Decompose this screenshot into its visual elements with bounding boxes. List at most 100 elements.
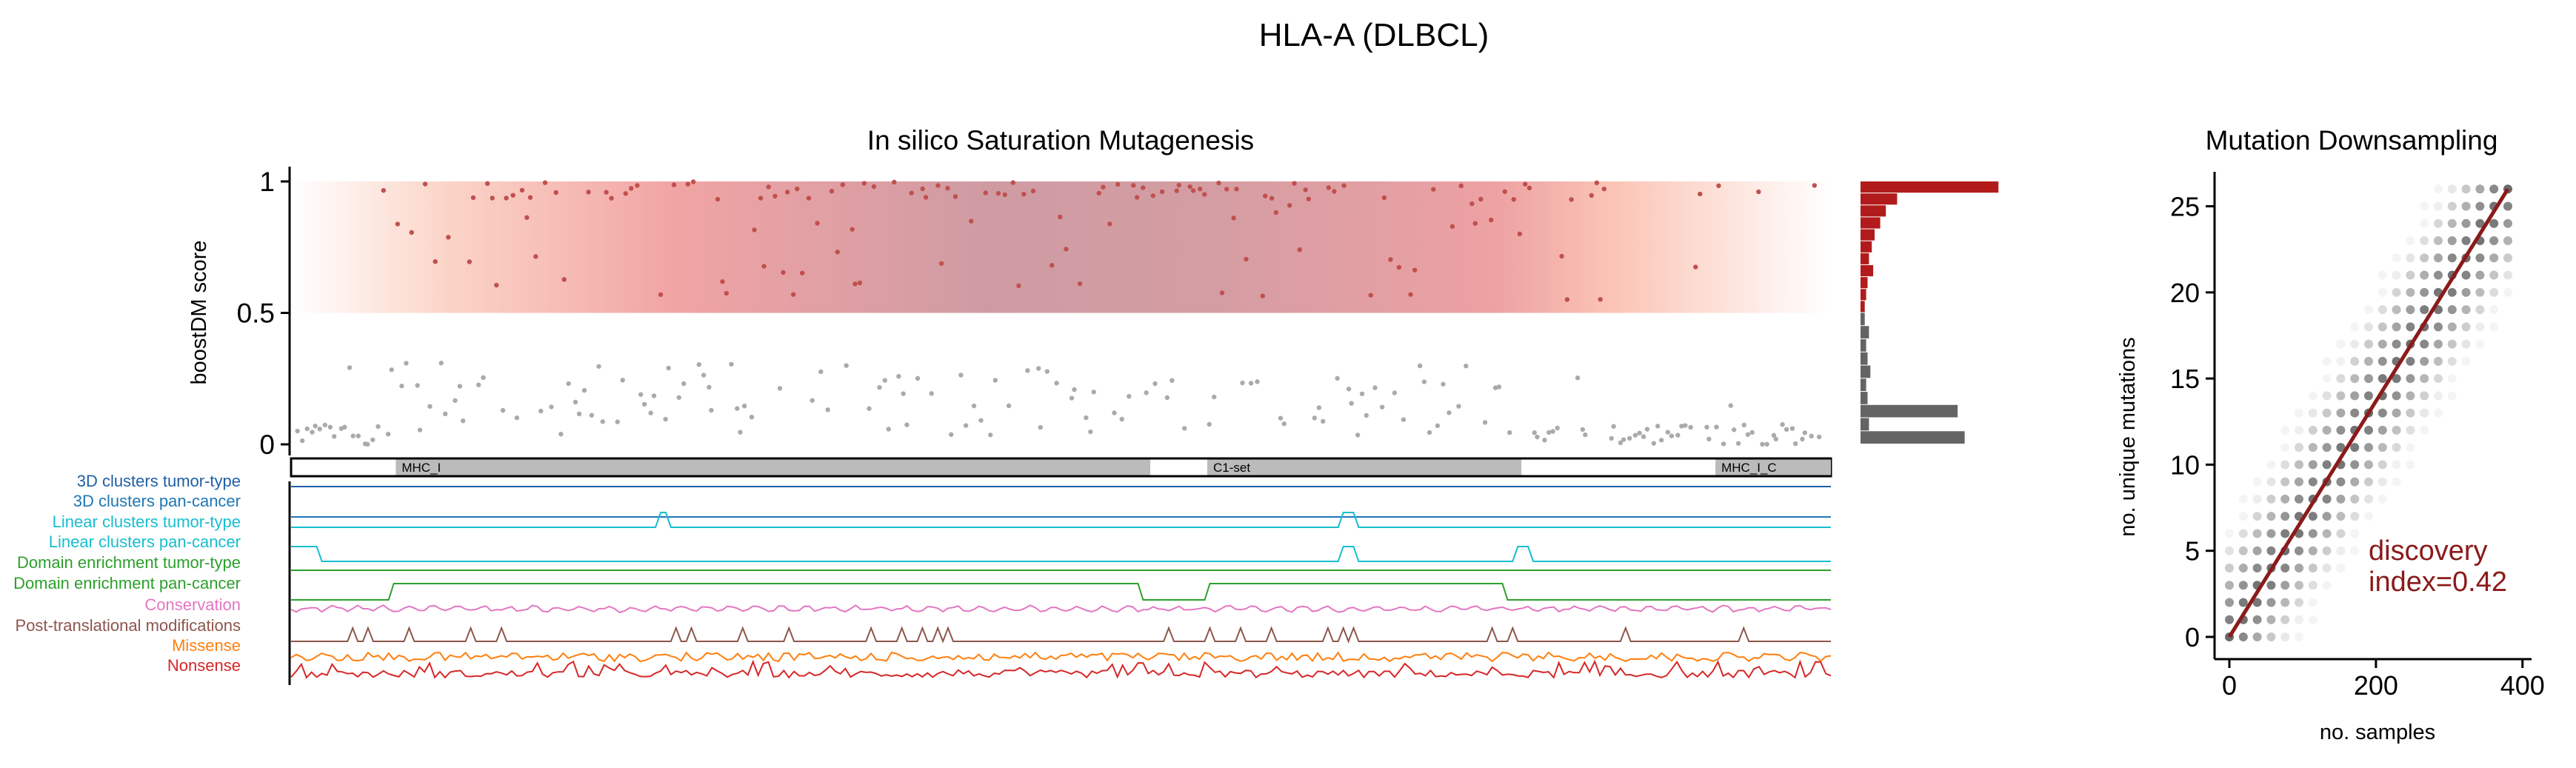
point-passenger [1532, 430, 1537, 435]
ds-point [2447, 287, 2457, 297]
point-passenger [1665, 430, 1671, 435]
point-passenger [696, 362, 701, 367]
ds-point [2336, 443, 2346, 453]
ds-point [2336, 477, 2346, 487]
point-passenger [1658, 438, 1664, 443]
point-passenger [1421, 379, 1427, 384]
ds-point [2378, 477, 2387, 487]
point-passenger [963, 423, 969, 428]
ds-point [2294, 563, 2303, 572]
ds-point [2433, 408, 2443, 418]
point-driver [773, 193, 778, 199]
point-passenger [342, 424, 347, 430]
ds-point [2350, 494, 2360, 504]
ds-point [2294, 581, 2303, 590]
ds-point [2433, 322, 2443, 332]
point-driver [1159, 189, 1165, 195]
point-driver [1458, 183, 1464, 189]
point-passenger [1688, 424, 1693, 430]
point-passenger [1507, 430, 1512, 435]
feature-tracks: 3D clusters tumor-type 3D clusters pan-ca… [13, 472, 1832, 685]
ds-point [2294, 494, 2303, 504]
point-passenger [1731, 427, 1737, 433]
driver-gradient-band [291, 181, 1831, 313]
point-driver [840, 182, 845, 187]
point-passenger [1447, 410, 1452, 415]
ds-point [2363, 339, 2373, 349]
point-driver [1368, 293, 1373, 298]
point-passenger [1372, 385, 1378, 390]
hist-bar-high [1861, 181, 1999, 193]
ds-point [2322, 460, 2332, 470]
hist-bar-high [1861, 241, 1872, 253]
point-passenger [1044, 369, 1050, 374]
point-passenger [1792, 441, 1798, 447]
score-points [295, 179, 1822, 447]
ds-point [2308, 529, 2318, 538]
point-driver [1216, 180, 1221, 186]
point-driver [1332, 189, 1337, 194]
point-passenger [1321, 418, 1326, 424]
ds-point [2392, 305, 2401, 315]
ds-point [2308, 512, 2318, 521]
point-passenger [666, 365, 671, 371]
point-driver [1297, 247, 1302, 253]
point-driver [1131, 183, 1136, 188]
point-driver [1190, 188, 1196, 193]
ds-y-tick-label-4: 20 [2170, 278, 2200, 308]
point-passenger [500, 407, 506, 413]
point-driver [1812, 183, 1818, 188]
point-passenger [376, 424, 381, 430]
ds-point [2475, 339, 2485, 349]
ds-point [2252, 632, 2262, 641]
ds-point [2489, 184, 2499, 194]
point-driver [935, 183, 941, 188]
point-passenger [581, 387, 587, 393]
point-passenger [707, 384, 712, 390]
ds-point [2308, 408, 2318, 418]
ds-point [2225, 598, 2234, 607]
ds-point [2308, 615, 2318, 624]
point-passenger [1621, 437, 1626, 442]
point-passenger [1359, 391, 1365, 396]
point-passenger [1482, 420, 1488, 425]
point-passenger [1789, 426, 1795, 431]
point-passenger [1583, 432, 1588, 438]
ds-point [2266, 529, 2276, 538]
point-driver [938, 261, 944, 266]
point-driver [1306, 196, 1312, 201]
point-driver [1016, 283, 1021, 289]
ds-point [2238, 563, 2248, 572]
ds-point [2252, 563, 2262, 572]
point-passenger [1152, 381, 1158, 387]
ds-point [2363, 460, 2373, 470]
ds-point [2406, 287, 2415, 297]
point-passenger [1535, 434, 1540, 440]
point-driver [945, 185, 950, 191]
point-driver [1523, 181, 1528, 187]
ds-point [2280, 563, 2290, 572]
hist-bar-low [1861, 313, 1865, 326]
point-passenger [399, 384, 404, 389]
ds-point [2433, 374, 2443, 384]
point-passenger [1771, 433, 1777, 438]
point-passenger [1816, 434, 1822, 440]
ds-point [2336, 529, 2346, 538]
point-driver [1273, 210, 1279, 216]
ds-point [2266, 632, 2276, 641]
point-passenger [417, 427, 423, 433]
ds-point [2280, 529, 2290, 538]
track-label-9: Nonsense [167, 656, 241, 675]
ds-point [2461, 236, 2471, 246]
point-driver [766, 184, 771, 190]
point-passenger [882, 378, 887, 383]
ds-point [2266, 494, 2276, 504]
point-driver [923, 195, 929, 200]
point-driver [871, 184, 877, 190]
ds-point [2420, 287, 2429, 297]
point-driver [1716, 183, 1721, 188]
ds-point [2392, 443, 2401, 453]
ds-y-tick-label-1: 5 [2185, 536, 2200, 567]
point-passenger [615, 419, 620, 424]
point-passenger [322, 422, 327, 428]
